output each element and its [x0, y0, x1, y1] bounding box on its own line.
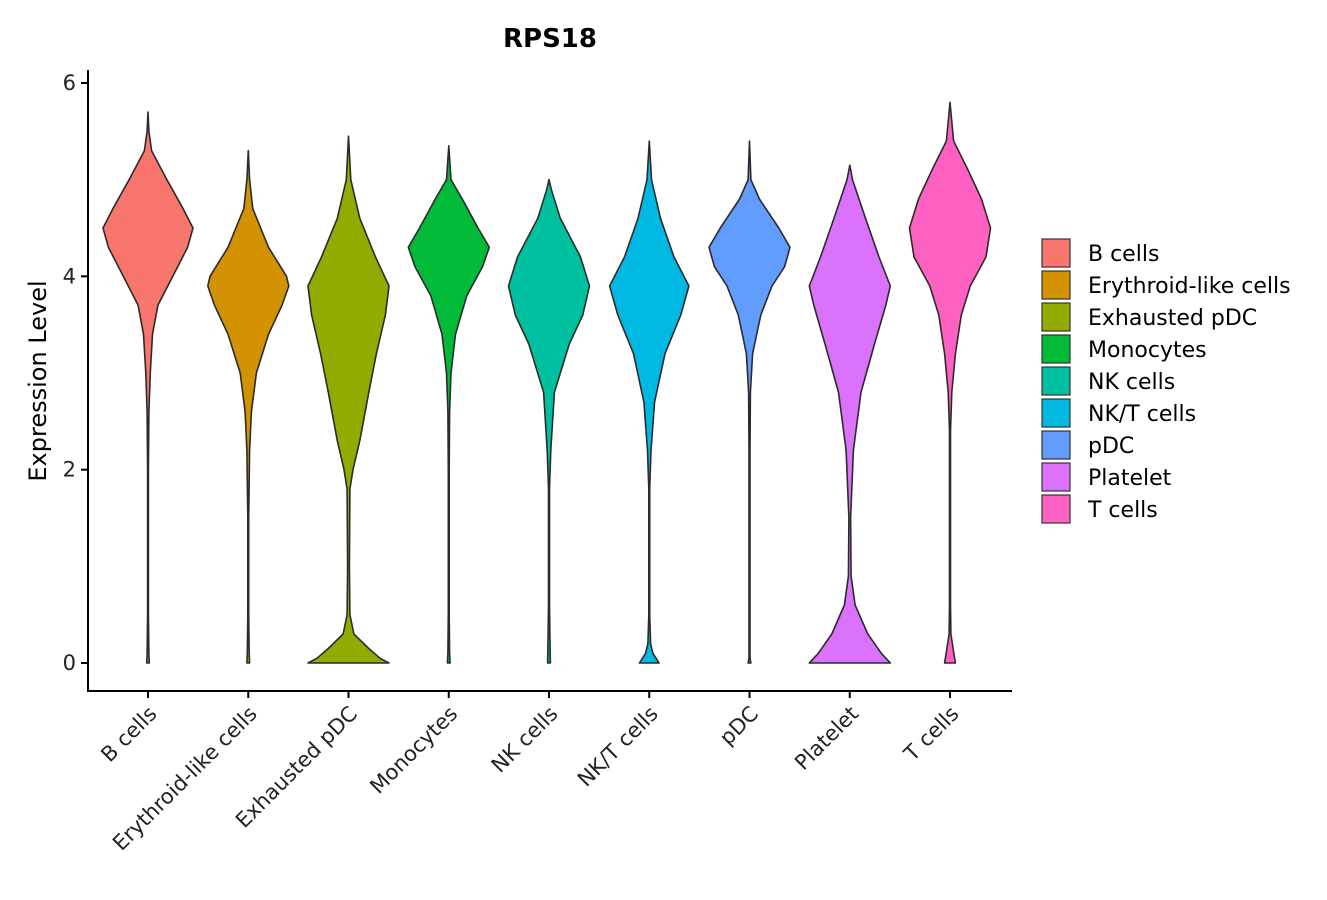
- legend-label: pDC: [1088, 434, 1134, 459]
- chart-title: RPS18: [503, 24, 597, 54]
- legend-key: [1041, 366, 1071, 396]
- x-tick-label: NK/T cells: [573, 702, 663, 792]
- violin-b-cells: [102, 111, 194, 664]
- legend-label: Monocytes: [1088, 338, 1207, 363]
- legend-key: [1041, 238, 1071, 268]
- violin-nk-t-cells: [608, 140, 690, 664]
- violins-group: [102, 101, 992, 664]
- y-tick-label: 0: [63, 651, 76, 675]
- x-tick-label: pDC: [715, 702, 763, 750]
- violin-exhausted-pdc: [307, 135, 390, 664]
- legend-label: B cells: [1088, 242, 1159, 267]
- x-tick-label: T cells: [899, 702, 964, 767]
- x-tick-label: Monocytes: [365, 702, 462, 799]
- legend-key: [1041, 302, 1071, 332]
- y-tick-label: 2: [63, 458, 76, 482]
- legend-key: [1041, 462, 1071, 492]
- legend-key: [1041, 494, 1071, 524]
- legend-label: NK/T cells: [1088, 402, 1196, 427]
- x-tick-label: Platelet: [790, 702, 863, 775]
- legend-label: Platelet: [1088, 466, 1172, 491]
- legend-label: T cells: [1087, 498, 1158, 523]
- legend-key: [1041, 430, 1071, 460]
- violin-erythroid-like-cells: [207, 149, 290, 664]
- legend-key: [1041, 270, 1071, 300]
- violin-t-cells: [908, 101, 992, 664]
- legend-label: NK cells: [1088, 370, 1175, 395]
- violin-pdc: [708, 140, 791, 664]
- legend-key: [1041, 398, 1071, 428]
- violin-monocytes: [407, 145, 491, 664]
- y-axis-title: Expression Level: [24, 280, 52, 481]
- y-tick-label: 4: [63, 264, 76, 288]
- violin-nk-cells: [507, 178, 591, 664]
- legend-key: [1041, 334, 1071, 364]
- x-tick-label: NK cells: [487, 702, 563, 778]
- y-tick-label: 6: [63, 71, 76, 95]
- legend-label: Exhausted pDC: [1088, 306, 1257, 331]
- legend-label: Erythroid-like cells: [1088, 274, 1291, 299]
- violin-platelet: [808, 164, 892, 664]
- x-tick-label: B cells: [96, 702, 161, 767]
- legend: B cells Erythroid-like cells Exhausted pDC…: [1041, 238, 1291, 524]
